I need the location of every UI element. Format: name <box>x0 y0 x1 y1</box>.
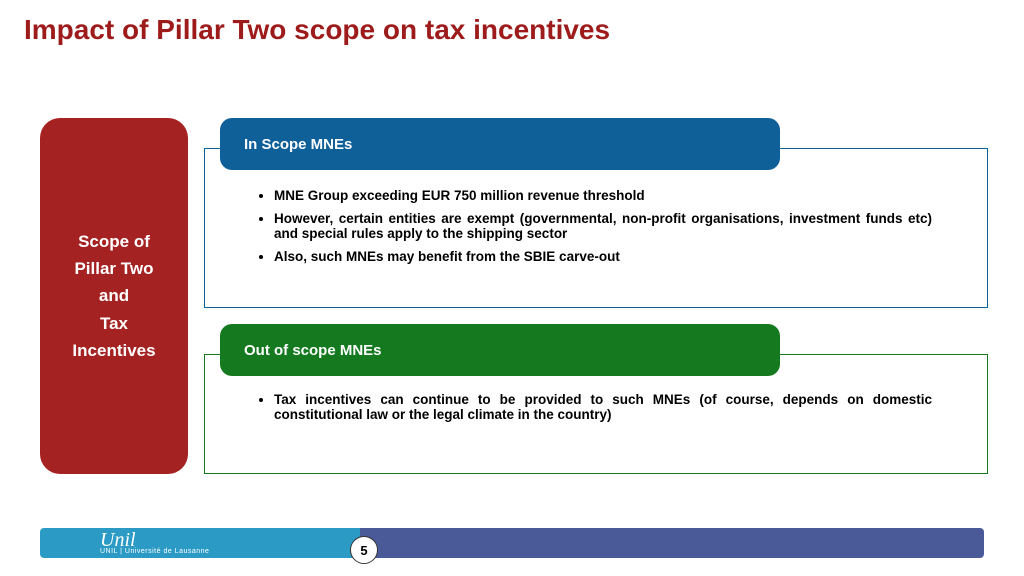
page-title: Impact of Pillar Two scope on tax incent… <box>24 14 610 46</box>
footer-bar: Unil UNIL | Université de Lausanne <box>40 528 984 558</box>
bullet-item: Tax incentives can continue to be provid… <box>274 392 932 422</box>
slide: Impact of Pillar Two scope on tax incent… <box>0 0 1024 576</box>
group-bullets: Tax incentives can continue to be provid… <box>240 392 960 430</box>
scope-box: Scope ofPillar TwoandTaxIncentives <box>40 118 188 474</box>
group-header: Out of scope MNEs <box>220 324 780 376</box>
scope-box-text: Scope ofPillar TwoandTaxIncentives <box>72 228 155 364</box>
footer-logo-main: Unil <box>100 532 209 548</box>
footer-right <box>360 528 984 558</box>
bullet-item: Also, such MNEs may benefit from the SBI… <box>274 249 932 264</box>
footer-logo-sub: UNIL | Université de Lausanne <box>100 548 209 555</box>
page-number: 5 <box>350 536 378 564</box>
footer-left: Unil UNIL | Université de Lausanne <box>40 528 360 558</box>
group-header: In Scope MNEs <box>220 118 780 170</box>
bullet-item: However, certain entities are exempt (go… <box>274 211 932 241</box>
bullet-item: MNE Group exceeding EUR 750 million reve… <box>274 188 932 203</box>
group-bullets: MNE Group exceeding EUR 750 million reve… <box>240 188 960 272</box>
